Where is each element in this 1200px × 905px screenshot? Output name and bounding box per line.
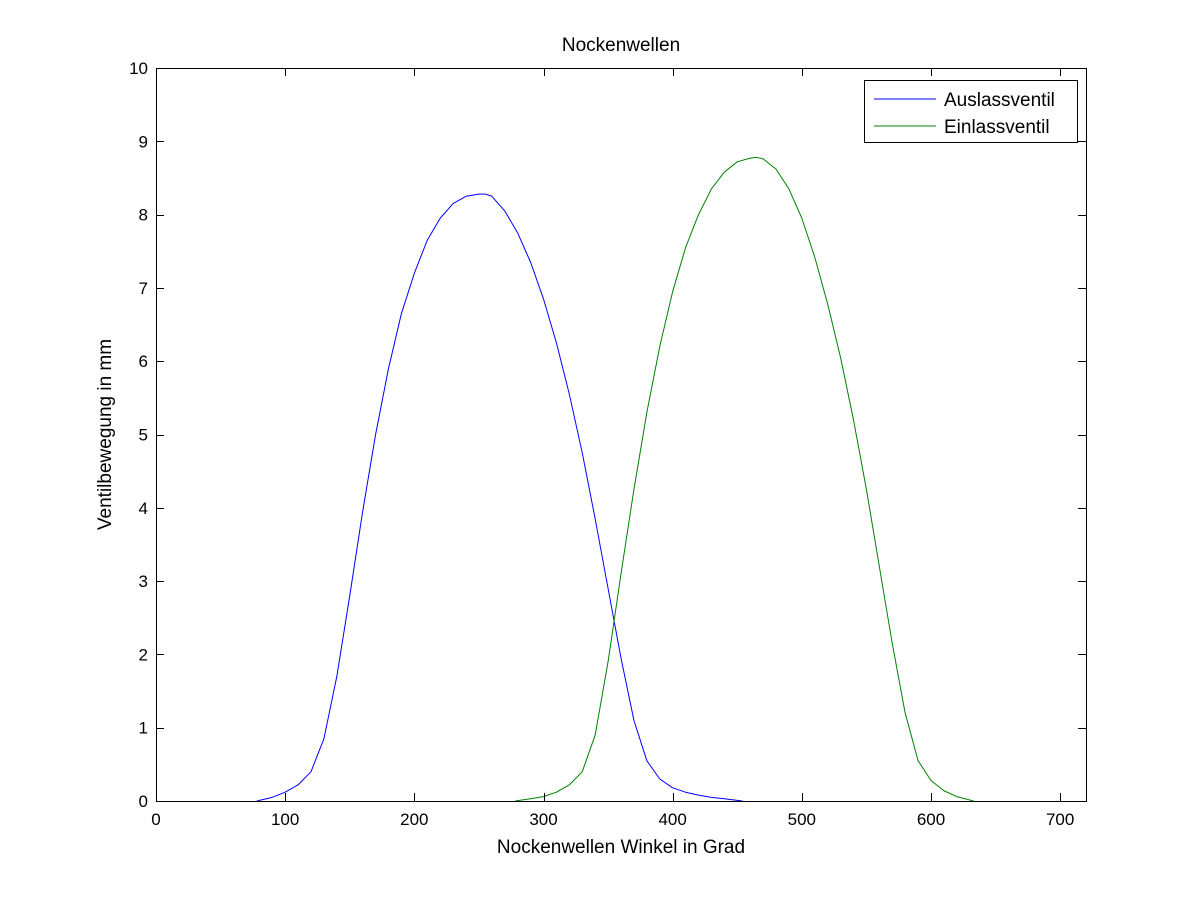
y-tick-label-3: 3: [139, 572, 148, 591]
x-tick-label-100: 100: [271, 810, 299, 829]
legend-label-einlassventil: Einlassventil: [944, 117, 1050, 138]
x-tick-label-200: 200: [400, 810, 428, 829]
ticks-layer: 0 100 200 300 400 500 600 700 0 1 2 3 4 5 6 7 8 9 10: [129, 59, 1086, 829]
y-tick-label-1: 1: [139, 719, 148, 738]
y-tick-label-10: 10: [129, 59, 148, 78]
y-tick-label-7: 7: [139, 279, 148, 298]
x-tick-label-400: 400: [658, 810, 686, 829]
chart-title: Nockenwellen: [562, 35, 680, 56]
series-line-auslassventil: [256, 193, 743, 802]
y-tick-label-2: 2: [139, 645, 148, 664]
y-tick-label-9: 9: [139, 132, 148, 151]
y-tick-label-0: 0: [139, 792, 148, 811]
legend-box: [864, 80, 1078, 143]
y-tick-label-4: 4: [139, 499, 148, 518]
series-line-einlassventil: [515, 156, 974, 802]
y-tick-label-8: 8: [139, 206, 148, 225]
x-tick-label-300: 300: [529, 810, 557, 829]
x-tick-label-700: 700: [1046, 810, 1074, 829]
x-tick-label-500: 500: [788, 810, 816, 829]
x-tick-label-0: 0: [151, 810, 160, 829]
legend-label-auslassventil: Auslassventil: [944, 90, 1055, 111]
x-axis-label: Nockenwellen Winkel in Grad: [497, 837, 745, 858]
y-axis-label: Ventilbewegung in mm: [95, 339, 116, 530]
plot-area: [156, 68, 1086, 801]
y-tick-label-6: 6: [139, 352, 148, 371]
plot-frame: [156, 68, 1087, 802]
x-tick-label-600: 600: [917, 810, 945, 829]
legend: Auslassventil Einlassventil: [864, 80, 1078, 143]
y-tick-label-5: 5: [139, 426, 148, 445]
series-layer: [256, 156, 974, 802]
